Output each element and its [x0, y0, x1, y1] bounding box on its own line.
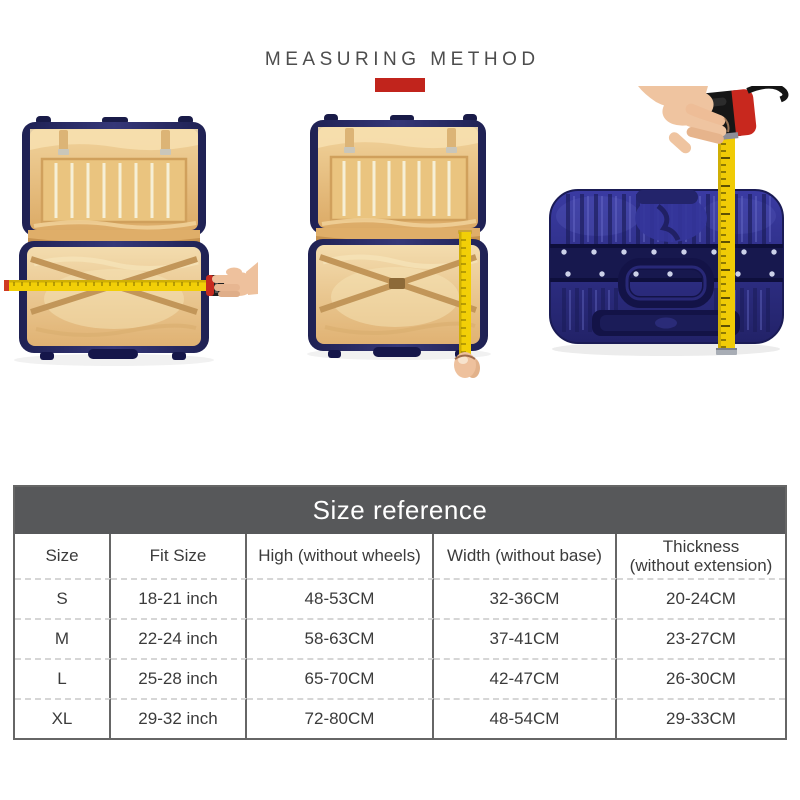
lid-pocket — [40, 157, 188, 224]
table-cell: 29-32 inch — [111, 698, 247, 738]
table-cell: S — [15, 578, 111, 618]
pocket-ribs — [54, 163, 170, 218]
table-cell: 20-24CM — [617, 578, 785, 618]
suitcase-base — [308, 239, 488, 358]
tape-ticks — [13, 282, 199, 286]
suitcase-lid — [310, 114, 486, 234]
table-cell: XL — [15, 698, 111, 738]
measuring-tape-horizontal — [4, 280, 206, 291]
table-title: Size reference — [15, 487, 785, 534]
title-underline-accent — [375, 78, 425, 92]
open-suitcase-width-illustration — [4, 116, 258, 366]
table-cell: M — [15, 618, 111, 658]
page-title: MEASURING METHOD — [264, 49, 540, 70]
column-header-high: High (without wheels) — [247, 534, 434, 578]
table-cell: 18-21 inch — [111, 578, 247, 618]
photo-closed-suitcase-height-measure — [538, 86, 794, 378]
column-header-width: Width (without base) — [434, 534, 617, 578]
carry-handle — [618, 258, 714, 308]
photo-open-suitcase-depth-measure — [295, 112, 500, 384]
table-grid: Size Fit Size High (without wheels) Widt… — [15, 534, 785, 738]
size-reference-table: Size reference Size Fit Size High (witho… — [13, 485, 787, 740]
side-handle — [88, 349, 138, 359]
table-cell: 72-80CM — [247, 698, 434, 738]
suitcase-lid — [22, 116, 206, 236]
table-cell: 48-54CM — [434, 698, 617, 738]
suitcase-base — [19, 241, 209, 360]
open-suitcase-depth-illustration — [307, 114, 491, 378]
tape-ticks-minor — [721, 143, 726, 348]
strap-buckle — [389, 278, 405, 289]
table-cell: 58-63CM — [247, 618, 434, 658]
table-cell: 37-41CM — [434, 618, 617, 658]
photo-open-suitcase-width-measure — [2, 114, 258, 386]
measuring-tape-vertical — [458, 230, 472, 356]
floor-shadow — [14, 354, 214, 366]
pocket-ribs — [342, 161, 451, 216]
table-cell: 25-28 inch — [111, 658, 247, 698]
hand — [212, 262, 258, 297]
floor-shadow — [552, 342, 780, 356]
table-cell: 23-27CM — [617, 618, 785, 658]
side-handle — [373, 347, 421, 357]
table-cell: 29-33CM — [617, 698, 785, 738]
tape-ticks-major — [721, 157, 730, 327]
fingertip — [454, 352, 480, 378]
measuring-tape-vertical — [716, 136, 737, 355]
table-cell: 42-47CM — [434, 658, 617, 698]
table-cell: 22-24 inch — [111, 618, 247, 658]
tape-strap — [746, 86, 789, 103]
table-cell: L — [15, 658, 111, 698]
lid-pocket — [329, 155, 469, 222]
tape-ticks — [461, 239, 466, 353]
column-header-thickness: Thickness (without extension) — [629, 536, 773, 575]
table-cell: 26-30CM — [617, 658, 785, 698]
closed-suitcase-illustration — [549, 86, 789, 356]
top-recess — [636, 190, 698, 204]
hand — [638, 86, 730, 154]
column-header-size: Size — [15, 534, 111, 578]
column-header-fit-size: Fit Size — [111, 534, 247, 578]
table-cell: 65-70CM — [247, 658, 434, 698]
table-cell: 48-53CM — [247, 578, 434, 618]
table-cell: 32-36CM — [434, 578, 617, 618]
suitcase-body — [549, 189, 784, 344]
